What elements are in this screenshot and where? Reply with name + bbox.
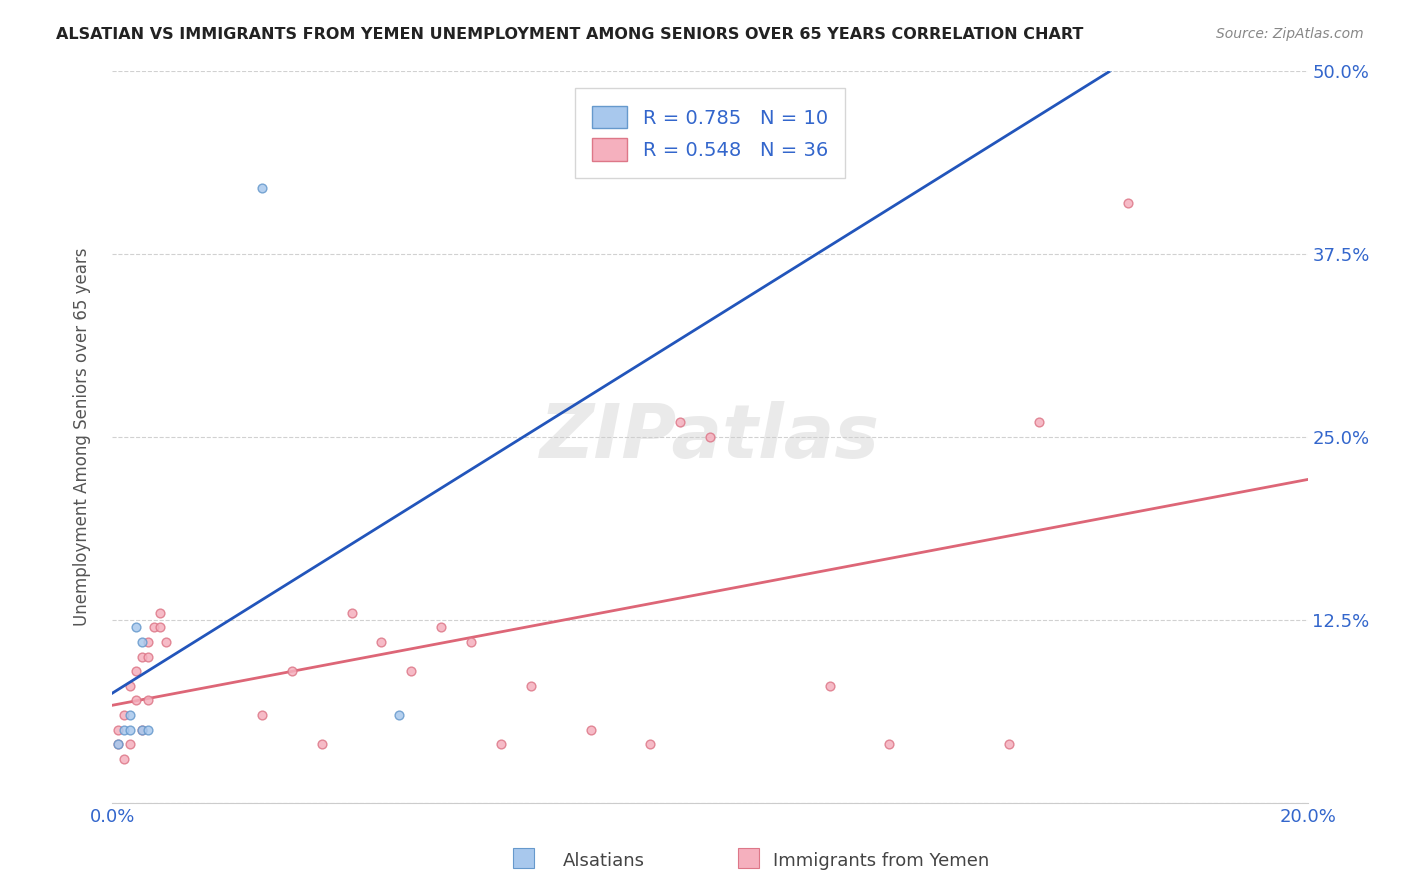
Point <box>699 430 721 444</box>
Point <box>143 620 166 634</box>
Point <box>138 649 160 664</box>
Point <box>401 664 423 678</box>
Point <box>138 635 160 649</box>
Point <box>430 620 453 634</box>
Text: ALSATIAN VS IMMIGRANTS FROM YEMEN UNEMPLOYMENT AMONG SENIORS OVER 65 YEARS CORRE: ALSATIAN VS IMMIGRANTS FROM YEMEN UNEMPL… <box>56 27 1084 42</box>
Point <box>250 181 273 195</box>
Point <box>114 708 135 723</box>
Point <box>640 737 662 751</box>
Y-axis label: Unemployment Among Seniors over 65 years: Unemployment Among Seniors over 65 years <box>73 248 91 626</box>
Point <box>125 664 148 678</box>
Text: ZIPatlas: ZIPatlas <box>540 401 880 474</box>
Point <box>125 620 148 634</box>
Point <box>131 723 153 737</box>
Point <box>489 737 512 751</box>
Text: Source: ZipAtlas.com: Source: ZipAtlas.com <box>1216 27 1364 41</box>
Point <box>138 723 160 737</box>
Point <box>149 606 172 620</box>
Point <box>120 737 142 751</box>
Point <box>460 635 482 649</box>
Legend: R = 0.785   N = 10, R = 0.548   N = 36: R = 0.785 N = 10, R = 0.548 N = 36 <box>575 88 845 178</box>
Point <box>520 679 543 693</box>
Point <box>149 620 172 634</box>
Point <box>120 679 142 693</box>
Point <box>340 606 363 620</box>
Point <box>131 649 153 664</box>
Point <box>120 723 142 737</box>
Point <box>107 737 129 751</box>
Point <box>107 723 129 737</box>
Point <box>125 693 148 707</box>
Point <box>131 635 153 649</box>
Point <box>1028 416 1050 430</box>
Text: Alsatians: Alsatians <box>562 852 644 870</box>
Point <box>131 723 153 737</box>
Point <box>114 752 135 766</box>
Text: Immigrants from Yemen: Immigrants from Yemen <box>773 852 990 870</box>
Point <box>579 723 602 737</box>
Point <box>998 737 1021 751</box>
Point <box>311 737 333 751</box>
Point <box>818 679 841 693</box>
Bar <box>513 848 534 868</box>
Point <box>388 708 411 723</box>
Point <box>1118 196 1140 211</box>
Point <box>114 723 135 737</box>
Point <box>120 708 142 723</box>
Point <box>879 737 901 751</box>
Point <box>155 635 177 649</box>
Point <box>669 416 692 430</box>
Bar <box>738 848 759 868</box>
Point <box>107 737 129 751</box>
Point <box>370 635 392 649</box>
Point <box>250 708 273 723</box>
Point <box>138 693 160 707</box>
Point <box>281 664 304 678</box>
